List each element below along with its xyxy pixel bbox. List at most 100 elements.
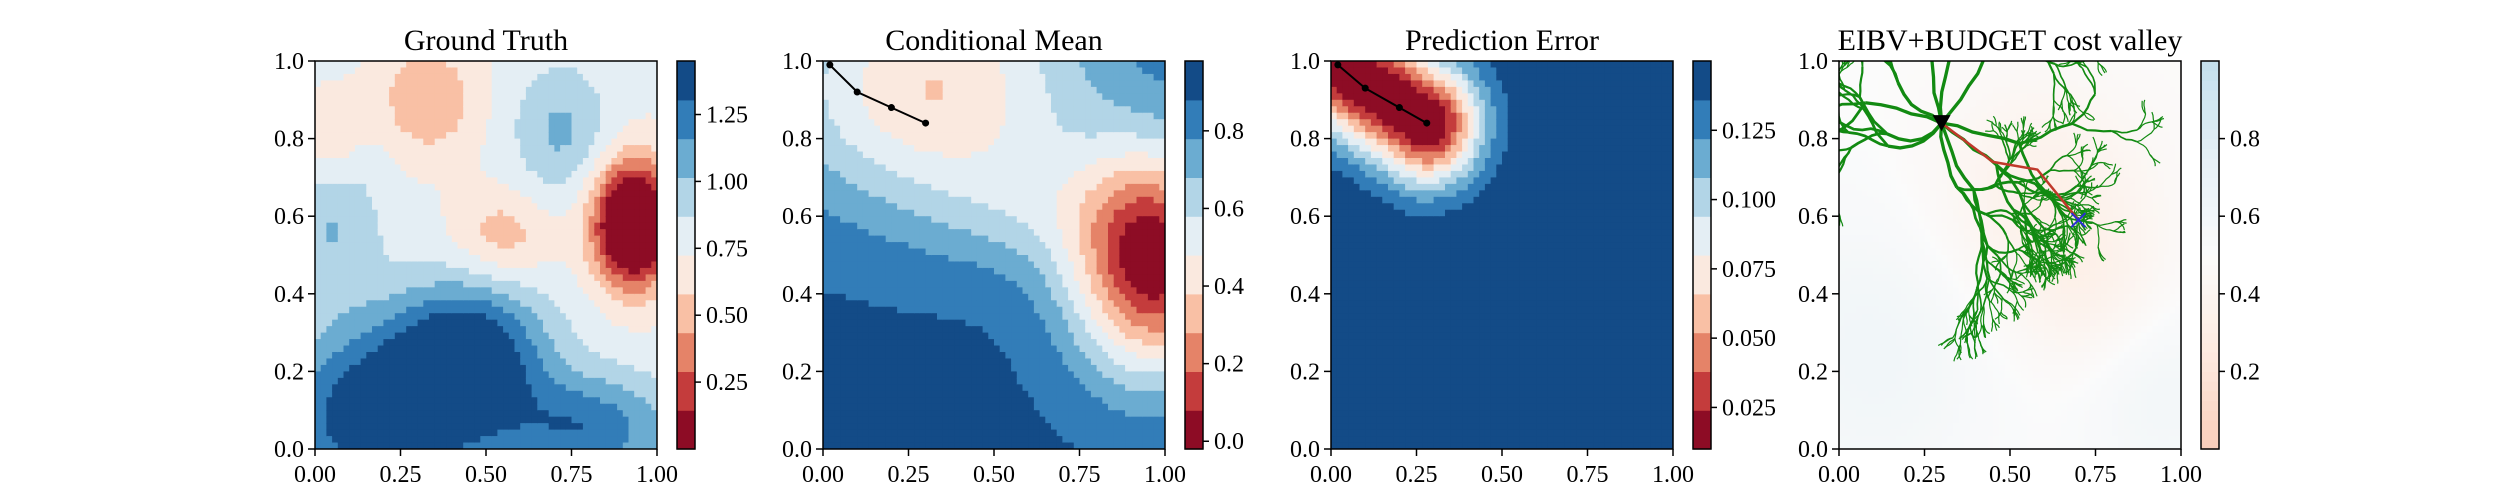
heatmap-cell bbox=[383, 119, 390, 127]
heatmap-cell bbox=[429, 293, 436, 301]
heatmap-cell bbox=[611, 183, 618, 191]
heatmap-cell bbox=[565, 138, 573, 146]
heatmap-cell bbox=[320, 235, 327, 243]
heatmap-cell bbox=[389, 61, 396, 69]
heatmap-cell bbox=[897, 397, 904, 405]
heatmap-cell bbox=[486, 138, 493, 146]
heatmap-cell bbox=[908, 86, 915, 94]
heatmap-cell bbox=[897, 209, 904, 217]
heatmap-cell bbox=[497, 358, 504, 366]
heatmap-cell bbox=[639, 164, 647, 172]
heatmap-cell bbox=[434, 183, 441, 191]
heatmap-cell bbox=[377, 293, 384, 301]
heatmap-cell bbox=[349, 384, 356, 392]
heatmap-cell bbox=[372, 429, 379, 437]
heatmap-cell bbox=[423, 416, 430, 424]
heatmap-cell bbox=[577, 390, 584, 398]
heatmap-cell bbox=[828, 267, 835, 275]
heatmap-cell bbox=[571, 319, 578, 327]
heatmap-cell bbox=[942, 216, 949, 224]
heatmap-cell bbox=[891, 410, 898, 418]
heatmap-cell bbox=[423, 151, 430, 159]
heatmap-cell bbox=[429, 364, 436, 372]
heatmap-cell bbox=[525, 151, 533, 159]
heatmap-cell bbox=[605, 274, 612, 282]
heatmap-cell bbox=[639, 371, 647, 379]
heatmap-cell bbox=[417, 67, 424, 75]
heatmap-cell bbox=[605, 216, 612, 224]
heatmap-cell bbox=[611, 274, 618, 282]
heatmap-cell bbox=[605, 106, 612, 114]
heatmap-cell bbox=[588, 86, 595, 94]
heatmap-cell bbox=[343, 151, 350, 159]
heatmap-cell bbox=[411, 112, 419, 120]
heatmap-cell bbox=[651, 403, 657, 411]
heatmap-cell bbox=[891, 416, 898, 424]
heatmap-cell bbox=[834, 293, 841, 301]
heatmap-cell bbox=[451, 371, 459, 379]
heatmap-cell bbox=[434, 164, 441, 172]
heatmap-cell bbox=[605, 125, 612, 133]
heatmap-cell bbox=[417, 73, 424, 81]
heatmap-cell bbox=[617, 319, 624, 327]
heatmap-cell bbox=[600, 390, 607, 398]
heatmap-cell bbox=[503, 364, 510, 372]
heatmap-cell bbox=[417, 61, 424, 69]
x-axis-ticks: 0.00 0.25 0.50 0.75 1.00 bbox=[294, 449, 678, 488]
heatmap-cell bbox=[543, 112, 550, 120]
heatmap-cell bbox=[851, 145, 858, 153]
heatmap-cell bbox=[828, 73, 835, 81]
heatmap-cell bbox=[828, 261, 835, 269]
heatmap-cell bbox=[639, 261, 647, 269]
heatmap-cell bbox=[600, 293, 607, 301]
heatmap-cell bbox=[851, 151, 858, 159]
heatmap-cell bbox=[840, 196, 847, 204]
heatmap-cell bbox=[823, 300, 830, 308]
heatmap-cell bbox=[508, 235, 516, 243]
heatmap-cell bbox=[868, 216, 875, 224]
heatmap-cell bbox=[582, 371, 590, 379]
heatmap-cell bbox=[486, 80, 493, 88]
heatmap-cell bbox=[406, 306, 413, 314]
heatmap-cell bbox=[474, 313, 481, 321]
heatmap-cell bbox=[622, 319, 630, 327]
heatmap-cell bbox=[548, 177, 555, 185]
heatmap-cell bbox=[902, 99, 910, 107]
heatmap-cell bbox=[320, 436, 327, 444]
heatmap-cell bbox=[497, 364, 504, 372]
heatmap-cell bbox=[411, 300, 419, 308]
heatmap-cell bbox=[611, 216, 618, 224]
heatmap-cell bbox=[605, 67, 612, 75]
heatmap-cell bbox=[588, 216, 595, 224]
heatmap-cell bbox=[360, 377, 367, 385]
heatmap-cell bbox=[491, 138, 498, 146]
heatmap-cell bbox=[451, 93, 459, 101]
heatmap-cell bbox=[315, 80, 322, 88]
heatmap-cell bbox=[349, 319, 356, 327]
heatmap-cell bbox=[497, 410, 504, 418]
heatmap-cell bbox=[474, 145, 481, 153]
heatmap-cell bbox=[617, 170, 624, 178]
heatmap-cell bbox=[394, 371, 402, 379]
heatmap-cell bbox=[491, 106, 498, 114]
heatmap-cell bbox=[942, 112, 949, 120]
heatmap-cell bbox=[400, 332, 407, 340]
heatmap-cell bbox=[634, 377, 641, 385]
heatmap-cell bbox=[429, 261, 436, 269]
heatmap-cell bbox=[525, 248, 533, 256]
heatmap-cell bbox=[343, 177, 350, 185]
heatmap-cell bbox=[617, 390, 624, 398]
heatmap-cell bbox=[468, 423, 476, 431]
heatmap-cell bbox=[337, 390, 345, 398]
heatmap-cell bbox=[457, 125, 464, 133]
heatmap-cell bbox=[902, 112, 910, 120]
heatmap-cell bbox=[897, 255, 904, 263]
heatmap-cell bbox=[560, 423, 567, 431]
heatmap-cell bbox=[880, 158, 887, 166]
heatmap-cell bbox=[537, 293, 544, 301]
heatmap-cell bbox=[537, 384, 544, 392]
heatmap-cell bbox=[354, 112, 362, 120]
heatmap-cell bbox=[417, 106, 424, 114]
heatmap-cell bbox=[366, 119, 373, 127]
heatmap-cell bbox=[468, 209, 476, 217]
